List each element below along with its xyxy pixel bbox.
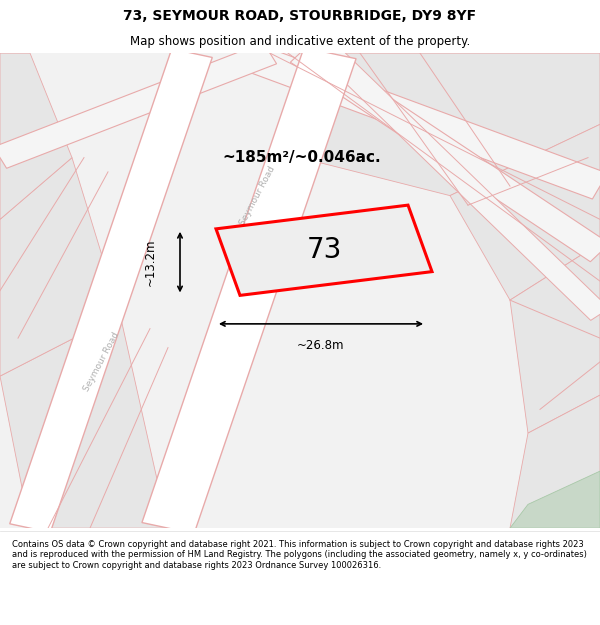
Text: 73, SEYMOUR ROAD, STOURBRIDGE, DY9 8YF: 73, SEYMOUR ROAD, STOURBRIDGE, DY9 8YF [124,9,476,23]
Polygon shape [142,48,356,534]
Polygon shape [0,42,277,168]
Polygon shape [232,40,600,199]
Text: Map shows position and indicative extent of the property.: Map shows position and indicative extent… [130,35,470,48]
Polygon shape [0,53,72,219]
Text: ~185m²/~0.046ac.: ~185m²/~0.046ac. [222,150,380,165]
Text: ~13.2m: ~13.2m [143,238,157,286]
Polygon shape [450,124,600,300]
Polygon shape [0,158,120,376]
Polygon shape [510,471,600,528]
Polygon shape [0,314,168,528]
Text: Contains OS data © Crown copyright and database right 2021. This information is : Contains OS data © Crown copyright and d… [12,540,587,569]
Polygon shape [510,395,600,528]
Text: Seymour Road: Seymour Road [83,331,121,393]
Polygon shape [510,243,600,433]
Polygon shape [300,53,600,196]
Polygon shape [10,49,212,532]
Text: ~26.8m: ~26.8m [297,339,345,352]
Text: Seymour Road: Seymour Road [239,164,277,227]
Polygon shape [321,47,600,321]
Polygon shape [290,44,600,262]
Text: 73: 73 [307,236,341,264]
Polygon shape [216,205,432,296]
